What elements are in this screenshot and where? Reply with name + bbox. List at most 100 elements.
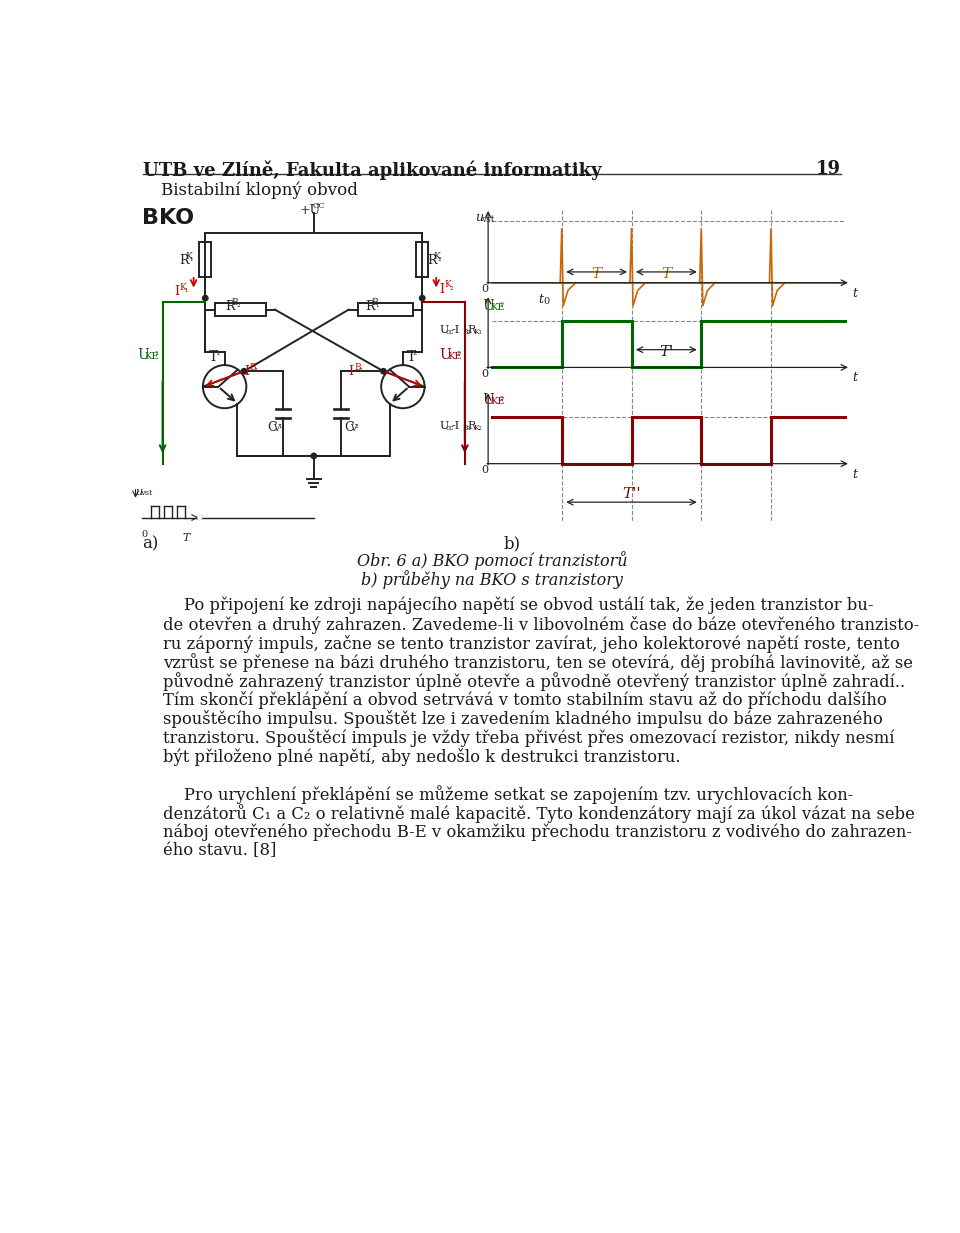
Text: ₂: ₂	[456, 348, 460, 358]
Text: CC: CC	[312, 202, 324, 210]
Text: ru záporný impuls, začne se tento tranzistor zavírat, jeho kolektorové napětí ro: ru záporný impuls, začne se tento tranzi…	[162, 635, 900, 652]
Text: ₂: ₂	[355, 422, 358, 430]
Text: BKO: BKO	[142, 208, 194, 228]
Text: Pro urychlení překlápění se můžeme setkat se zapojením tzv. urychlovacích kon-: Pro urychlení překlápění se můžeme setka…	[162, 785, 853, 804]
Text: být přiloženo plné napětí, aby nedošlo k destrukci tranzistoru.: být přiloženo plné napětí, aby nedošlo k…	[162, 747, 680, 766]
Text: T': T'	[660, 345, 674, 359]
Text: ₁: ₁	[375, 301, 379, 309]
Text: R: R	[427, 254, 437, 268]
Text: B₂: B₂	[463, 328, 471, 337]
Text: denzátorů C₁ a C₂ o relativně malé kapacitě. Tyto kondenzátory mají za úkol váza: denzátorů C₁ a C₂ o relativně malé kapac…	[162, 804, 915, 824]
Text: ₂: ₂	[449, 282, 453, 292]
Text: náboj otevřeného přechodu B-E v okamžiku přechodu tranzistoru z vodivého do zahr: náboj otevřeného přechodu B-E v okamžiku…	[162, 824, 912, 841]
Text: Bistabilní klopný obvod: Bistabilní klopný obvod	[161, 181, 358, 200]
Text: R: R	[365, 301, 374, 313]
Text: 0: 0	[481, 465, 489, 475]
Text: T: T	[182, 533, 189, 543]
Text: KE: KE	[491, 397, 505, 406]
Text: C: C	[267, 422, 276, 434]
Text: T: T	[591, 268, 602, 281]
Text: -I: -I	[452, 422, 460, 432]
Circle shape	[203, 296, 208, 301]
Text: u: u	[135, 487, 143, 497]
Text: 0: 0	[543, 297, 549, 306]
Text: R: R	[226, 301, 235, 313]
Text: K: K	[185, 252, 192, 261]
Text: cc: cc	[445, 328, 454, 337]
Bar	[199, 242, 211, 277]
Text: t: t	[852, 467, 857, 481]
Text: ₁: ₁	[184, 285, 188, 293]
Text: u: u	[475, 211, 483, 224]
Text: B: B	[372, 298, 377, 307]
Text: U: U	[440, 326, 448, 335]
Text: KE: KE	[491, 303, 505, 312]
Text: ₁: ₁	[155, 348, 158, 358]
Text: cc: cc	[445, 424, 454, 433]
Text: I: I	[348, 365, 353, 379]
Text: a): a)	[142, 535, 158, 552]
Text: ₂: ₂	[236, 301, 240, 309]
Text: b) průběhy na BKO s tranzistory: b) průběhy na BKO s tranzistory	[361, 570, 623, 589]
Text: T'': T''	[622, 487, 641, 501]
Text: R: R	[468, 422, 475, 432]
Circle shape	[198, 515, 202, 519]
Text: I: I	[440, 282, 444, 296]
Text: T: T	[209, 350, 218, 364]
Text: K: K	[433, 252, 440, 261]
Text: 0: 0	[481, 285, 489, 295]
Text: I: I	[244, 365, 249, 379]
Text: B: B	[250, 363, 256, 372]
Text: V: V	[274, 424, 280, 433]
Text: V: V	[350, 424, 357, 433]
Text: -I: -I	[452, 326, 460, 335]
Text: T: T	[407, 350, 416, 364]
Text: U: U	[440, 422, 448, 432]
Text: U: U	[483, 393, 494, 407]
Text: ₂: ₂	[413, 348, 418, 358]
Text: B: B	[354, 363, 361, 372]
Text: B₁: B₁	[463, 424, 471, 433]
Text: 0: 0	[481, 369, 489, 379]
Text: ₁: ₁	[190, 254, 193, 263]
Text: B: B	[231, 298, 238, 307]
Bar	[416, 242, 428, 277]
Text: t: t	[852, 286, 857, 300]
Text: ₂: ₂	[500, 393, 503, 402]
Circle shape	[381, 369, 386, 374]
Text: K₁: K₁	[473, 328, 482, 337]
Text: de otevřen a druhý zahrazen. Zavedeme-li v libovolném čase do báze otevřeného tr: de otevřen a druhý zahrazen. Zavedeme-li…	[162, 615, 919, 634]
Text: vst: vst	[140, 490, 153, 497]
Text: K₂: K₂	[473, 424, 482, 433]
Text: R: R	[179, 254, 188, 268]
Bar	[214, 303, 266, 316]
Text: K: K	[444, 280, 451, 290]
Text: 19: 19	[816, 160, 841, 179]
Text: R: R	[468, 326, 475, 335]
Text: t: t	[852, 371, 857, 385]
Text: UTB ve Zlíně, Fakulta aplikované informatiky: UTB ve Zlíně, Fakulta aplikované informa…	[143, 160, 602, 180]
Text: t: t	[539, 293, 543, 307]
Text: +U: +U	[300, 205, 321, 217]
Text: ₁: ₁	[215, 348, 220, 358]
Circle shape	[311, 454, 317, 459]
Text: U: U	[137, 348, 149, 363]
Text: KE: KE	[447, 351, 462, 361]
Text: ₁: ₁	[500, 298, 504, 308]
Text: Obr. 6 a) BKO pomocí tranzistorů: Obr. 6 a) BKO pomocí tranzistorů	[357, 551, 627, 570]
Text: ₁: ₁	[278, 422, 281, 430]
Text: Po připojení ke zdroji napájecího napětí se obvod ustálí tak, že jeden tranzisto: Po připojení ke zdroji napájecího napětí…	[162, 597, 874, 614]
Text: ₂: ₂	[359, 365, 362, 374]
Text: K: K	[180, 282, 186, 292]
Text: U: U	[440, 348, 451, 363]
Bar	[358, 303, 413, 316]
Text: vst: vst	[481, 215, 494, 224]
Text: b): b)	[504, 535, 520, 552]
Text: spouštěcího impulsu. Spouštět lze i zavedením kladného impulsu do báze zahrazené: spouštěcího impulsu. Spouštět lze i zave…	[162, 710, 882, 727]
Text: původně zahrazený tranzistor úplně otevře a původně otevřený tranzistor úplně za: původně zahrazený tranzistor úplně otevř…	[162, 672, 904, 692]
Text: tranzistoru. Spouštěcí impuls je vždy třeba přivést přes omezovací rezistor, nik: tranzistoru. Spouštěcí impuls je vždy tř…	[162, 729, 894, 747]
Text: KE: KE	[145, 351, 159, 361]
Text: ₂: ₂	[438, 254, 442, 263]
Text: ého stavu. [8]: ého stavu. [8]	[162, 842, 276, 859]
Text: C: C	[344, 422, 353, 434]
